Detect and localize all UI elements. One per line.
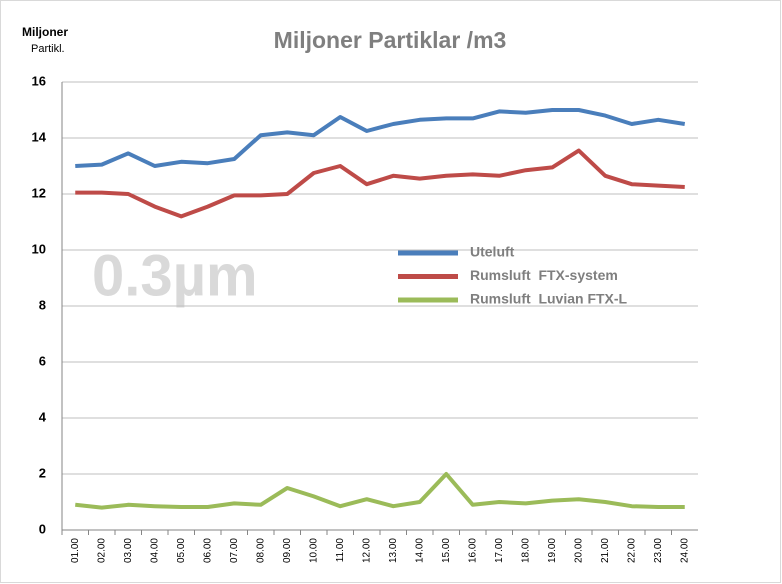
chart-title: Miljoner Partiklar /m3 (274, 27, 507, 53)
y-tick-label: 2 (39, 465, 46, 480)
x-tick-label: 20.00 (573, 538, 584, 563)
x-tick-label: 22.00 (626, 538, 637, 563)
annotation: 0.3µm (92, 243, 258, 308)
x-tick-label: 10.00 (308, 538, 319, 563)
x-tick-label: 07.00 (229, 538, 240, 563)
y-tick-label: 0 (39, 521, 46, 536)
x-tick-label: 14.00 (414, 538, 425, 563)
y-tick-label: 4 (39, 409, 47, 424)
x-tick-label: 24.00 (679, 538, 690, 563)
x-tick-label: 09.00 (282, 538, 293, 563)
x-tick-label: 04.00 (149, 538, 160, 563)
x-tick-label: 16.00 (467, 538, 478, 563)
x-tick-label: 02.00 (96, 538, 107, 563)
x-tick-label: 17.00 (494, 538, 505, 563)
y-axis-label: Partikl. (31, 43, 65, 55)
y-tick-label: 14 (32, 129, 47, 144)
y-tick-label: 12 (32, 185, 46, 200)
x-tick-label: 05.00 (176, 538, 187, 563)
x-tick-label: 12.00 (361, 538, 372, 563)
x-tick-label: 13.00 (388, 538, 399, 563)
x-tick-label: 06.00 (202, 538, 213, 563)
y-tick-label: 10 (32, 241, 46, 256)
series-line (75, 148, 685, 219)
x-tick-label: 15.00 (441, 538, 452, 563)
x-tick-label: 19.00 (547, 538, 558, 563)
x-tick-label: 03.00 (123, 538, 134, 563)
x-tick-label: 23.00 (653, 538, 664, 563)
legend-label: Rumsluft FTX-system (470, 267, 618, 283)
y-tick-label: 16 (32, 73, 46, 88)
series-line (75, 108, 686, 168)
x-tick-label: 18.00 (520, 538, 531, 563)
x-tick-label: 08.00 (255, 538, 266, 563)
y-tick-label: 8 (39, 297, 46, 312)
x-tick-label: 01.00 (70, 538, 81, 563)
x-tick-label: 21.00 (600, 538, 611, 563)
legend-label: Uteluft (470, 244, 515, 260)
legend-label: Rumsluft Luvian FTX-L (470, 291, 628, 307)
x-tick-label: 11.00 (335, 538, 346, 563)
y-tick-label: 6 (39, 353, 46, 368)
series-line (75, 472, 685, 510)
y-axis-label: Miljoner (22, 25, 68, 39)
